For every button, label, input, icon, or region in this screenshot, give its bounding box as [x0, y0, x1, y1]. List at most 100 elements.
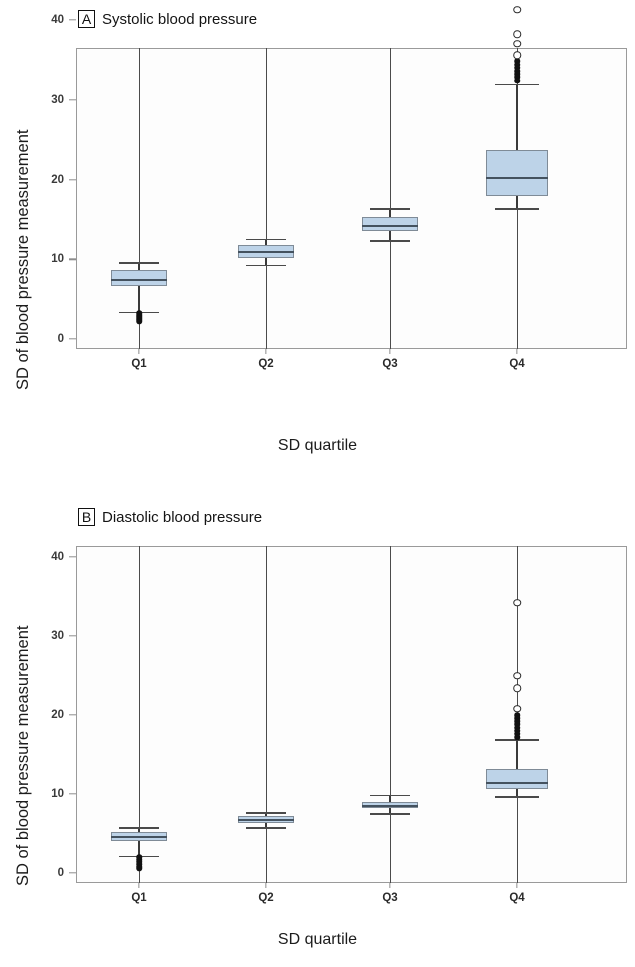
whisker-cap-upper [370, 208, 410, 210]
category-line [390, 546, 392, 883]
panel-systolic: A Systolic blood pressure SD of blood pr… [0, 0, 635, 480]
outlier-point [514, 712, 520, 718]
panel-diastolic: B Diastolic blood pressure SD of blood p… [0, 480, 635, 967]
x-tick-mark [265, 349, 267, 354]
outlier-point [136, 318, 142, 325]
outlier-point [513, 671, 521, 680]
median-line [486, 177, 548, 179]
y-tick-label: 10 [51, 788, 64, 800]
panel-a-plot-area: 0 10 20 30 40 Q1 Q2 Q3 Q4 [0, 0, 635, 480]
category-line [139, 546, 141, 883]
x-tick-mark [389, 349, 391, 354]
whisker-cap-lower [495, 796, 539, 798]
whisker-lower [516, 196, 518, 209]
y-tick-mark [69, 178, 76, 181]
whisker-lower [138, 286, 140, 312]
whisker-upper [389, 794, 391, 802]
y-tick-mark [69, 338, 76, 340]
category-line [266, 546, 268, 883]
outlier-point [514, 734, 520, 740]
outlier-point [513, 5, 521, 14]
outlier-point [514, 77, 520, 84]
whisker-lower [265, 823, 267, 828]
y-tick-label: 30 [51, 93, 64, 106]
y-tick-mark [69, 872, 76, 874]
plot-frame [76, 546, 627, 883]
panel-a-title-text: Systolic blood pressure [102, 10, 258, 28]
whisker-upper [389, 208, 391, 217]
y-tick-mark [69, 258, 76, 260]
box-plot-box[interactable] [486, 768, 548, 790]
x-tick-mark [138, 349, 140, 354]
outlier-point [513, 684, 521, 692]
box-plot-box[interactable] [486, 149, 548, 197]
median-line [362, 805, 418, 807]
panel-a-title: A Systolic blood pressure [78, 10, 257, 28]
whisker-upper [516, 83, 518, 150]
y-tick-label: 20 [51, 173, 64, 186]
x-tick-label: Q2 [258, 358, 274, 370]
x-tick-mark [265, 883, 267, 888]
outlier-point [513, 599, 521, 607]
x-tick-label: Q1 [131, 892, 147, 904]
y-tick-label: 40 [51, 14, 64, 26]
whisker-lower [265, 257, 267, 265]
outlier-point [514, 65, 520, 71]
whisker-cap-lower [246, 264, 286, 267]
x-tick-label: Q4 [509, 358, 525, 370]
outlier-point [514, 731, 520, 737]
whisker-cap-lower [495, 208, 539, 210]
whisker-cap-upper [119, 262, 159, 265]
whisker-lower [138, 840, 140, 856]
x-tick-mark [138, 883, 140, 888]
outlier-point [514, 728, 520, 734]
whisker-upper [516, 739, 518, 769]
outlier-point [514, 74, 520, 81]
y-tick-mark [69, 556, 76, 558]
median-line [111, 279, 167, 281]
whisker-cap-upper [246, 812, 286, 814]
category-line [139, 48, 141, 349]
whisker-lower [389, 231, 391, 241]
y-tick-mark [69, 99, 76, 101]
whisker-cap-upper [495, 739, 539, 742]
panel-b-letter: B [78, 508, 95, 526]
outlier-point [513, 30, 521, 39]
panel-a-x-axis-label: SD quartile [277, 437, 358, 454]
whisker-cap-lower [246, 827, 286, 829]
median-line [486, 782, 548, 784]
whisker-lower [516, 789, 518, 797]
panel-b-title-text: Diastolic blood pressure [102, 508, 263, 526]
category-line [390, 48, 392, 349]
outlier-point [513, 704, 521, 713]
whisker-upper [138, 827, 140, 832]
x-tick-label: Q4 [509, 892, 525, 904]
outlier-point [514, 715, 520, 721]
whisker-upper [138, 262, 140, 271]
outlier-point [514, 68, 520, 74]
median-line [111, 835, 167, 838]
panel-b-title: B Diastolic blood pressure [78, 508, 262, 526]
whisker-cap-lower [370, 240, 410, 242]
outlier-point [514, 721, 520, 728]
outlier-point [514, 724, 520, 731]
outlier-point [513, 51, 521, 59]
y-tick-label: 30 [51, 630, 64, 642]
outlier-point [136, 865, 142, 871]
y-tick-mark [69, 793, 76, 795]
y-tick-mark [69, 635, 76, 637]
whisker-upper [265, 812, 267, 817]
box-plot-box[interactable] [362, 216, 418, 232]
outlier-point [514, 61, 520, 68]
category-line [266, 48, 268, 349]
outlier-point [513, 40, 521, 48]
x-tick-label: Q3 [382, 358, 398, 370]
x-tick-label: Q2 [258, 892, 274, 904]
box-plot-box[interactable] [111, 270, 167, 287]
whisker-cap-upper [246, 238, 286, 241]
x-tick-mark [516, 883, 518, 888]
y-tick-label: 0 [57, 867, 64, 879]
y-tick-mark [69, 714, 76, 716]
whisker-cap-upper [495, 83, 539, 86]
median-line [362, 224, 418, 227]
